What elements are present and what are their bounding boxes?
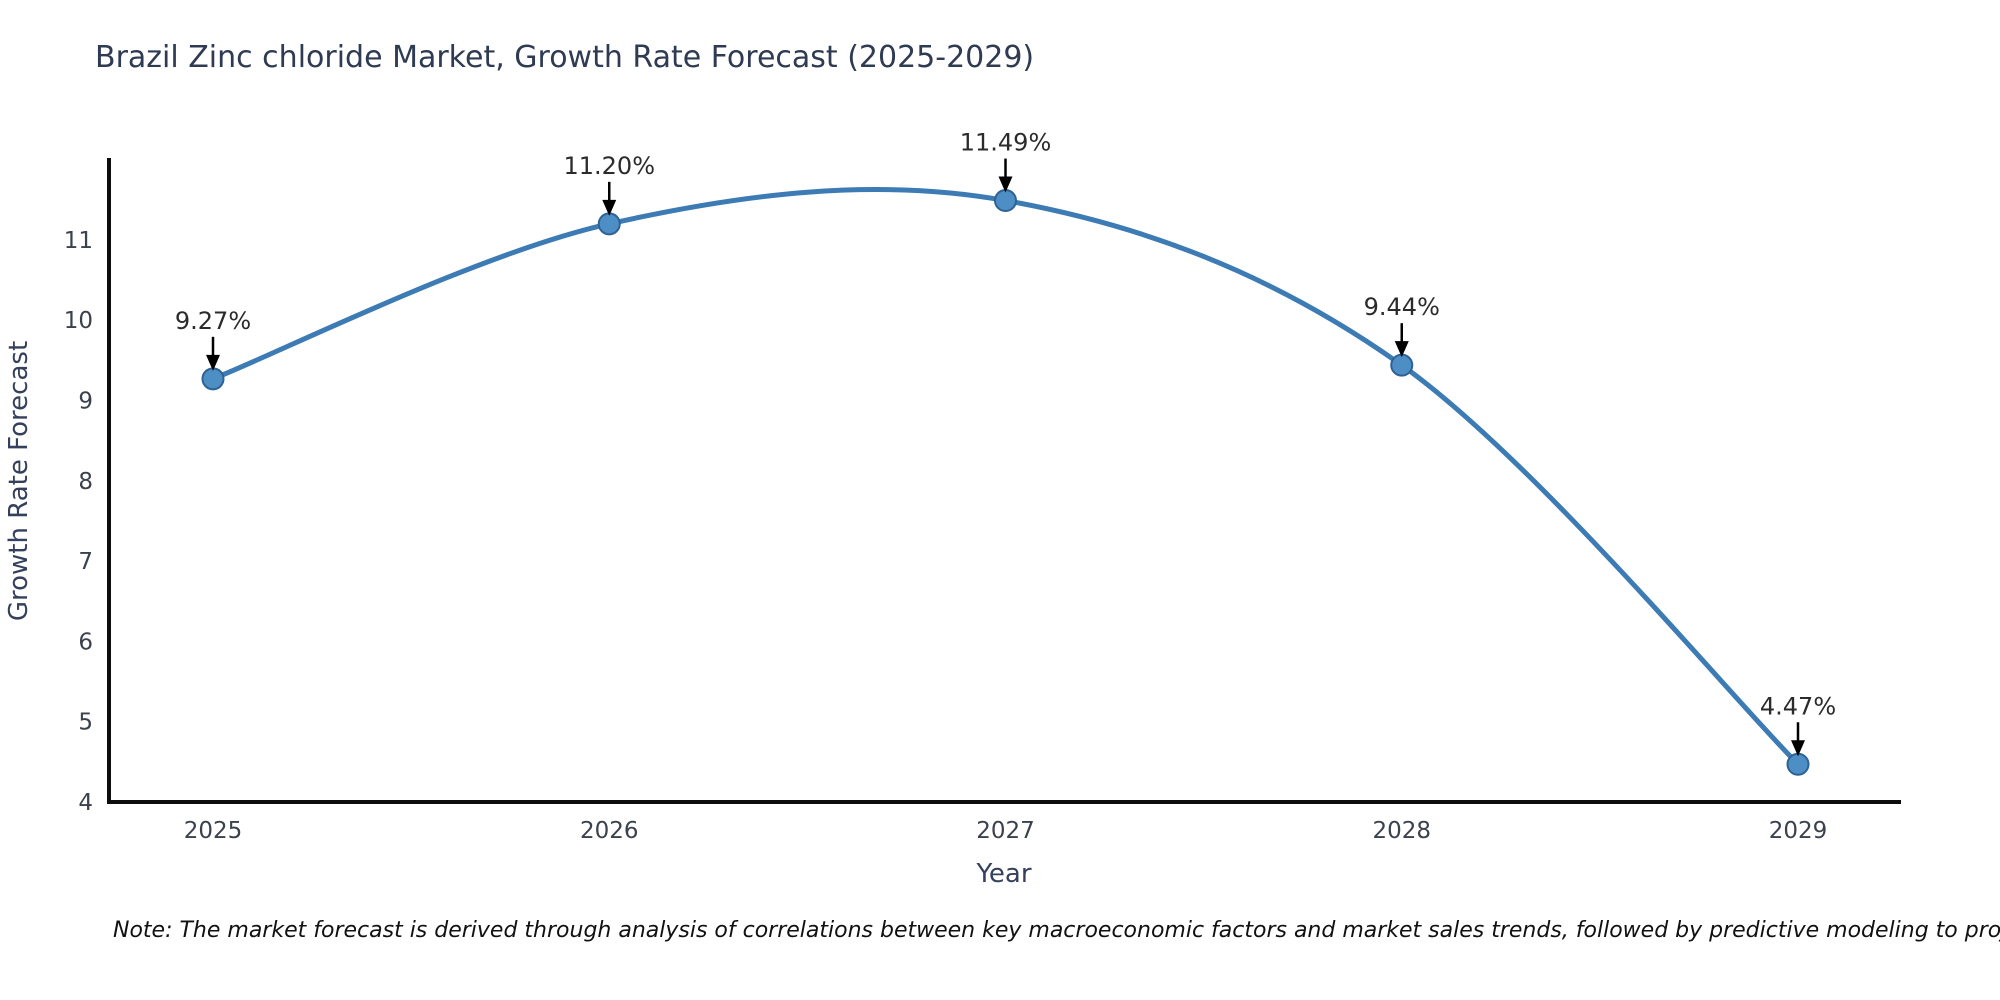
- annotation-arrow-head: [1394, 341, 1409, 358]
- annotation-arrow-head: [602, 199, 617, 216]
- x-tick-label: 2027: [976, 818, 1035, 844]
- annotation-arrow-head: [998, 176, 1013, 193]
- y-tick-label: 8: [78, 469, 93, 495]
- data-annotations: 9.27% 11.20% 11.49% 9.44% 4.47%: [175, 129, 1836, 757]
- x-tick-labels: 2025 2026 2027 2028 2029: [184, 818, 1828, 844]
- y-tick-labels: 4 5 6 7 8 9 10 11: [64, 228, 93, 816]
- y-tick-label: 4: [78, 790, 93, 816]
- data-label: 9.27%: [175, 307, 251, 335]
- y-tick-label: 5: [78, 710, 93, 736]
- data-point: [201, 367, 225, 391]
- annotation-arrow-head: [1791, 740, 1805, 757]
- x-axis-title: Year: [975, 859, 1031, 889]
- footnote: Note: The market forecast is derived thr…: [113, 918, 2000, 943]
- chart-title: Brazil Zinc chloride Market, Growth Rate…: [95, 40, 1034, 75]
- y-tick-label: 10: [64, 308, 93, 334]
- data-point: [1786, 752, 1810, 776]
- y-tick-label: 7: [78, 549, 93, 575]
- x-tick-label: 2028: [1372, 818, 1431, 844]
- x-tick-label: 2026: [580, 818, 639, 844]
- x-tick-label: 2025: [184, 818, 243, 844]
- data-point: [597, 212, 621, 236]
- line-series: [210, 187, 1801, 767]
- y-tick-label: 6: [78, 629, 93, 655]
- data-label: 9.44%: [1364, 293, 1440, 321]
- data-point: [994, 189, 1017, 213]
- data-label: 11.20%: [563, 152, 655, 180]
- annotation-arrow-head: [206, 354, 220, 371]
- data-label: 4.47%: [1760, 692, 1836, 720]
- x-axis: 2025 2026 2027 2028 2029 Year: [107, 800, 1901, 889]
- x-tick-label: 2029: [1769, 818, 1828, 844]
- y-axis: 4 5 6 7 8 9 10 11 Growth Rate Forecast: [4, 158, 111, 816]
- data-point: [1390, 353, 1414, 377]
- y-tick-label: 11: [64, 228, 93, 254]
- y-axis-title: Growth Rate Forecast: [4, 341, 34, 621]
- data-label: 11.49%: [960, 129, 1052, 157]
- y-tick-label: 9: [78, 389, 93, 415]
